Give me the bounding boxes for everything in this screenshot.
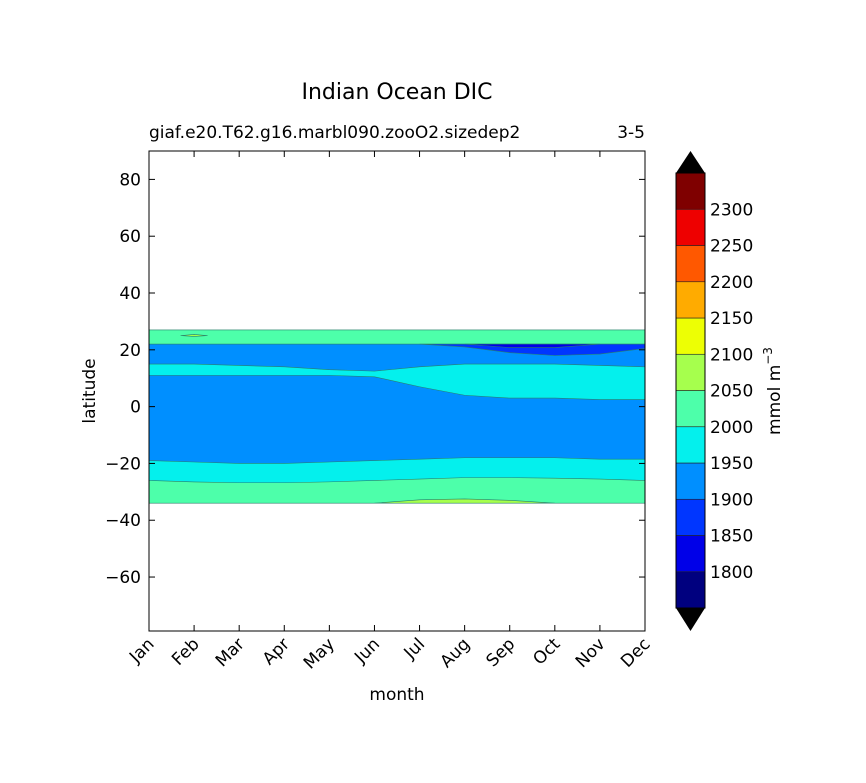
- colorbar-tick-label: 1850: [710, 527, 753, 547]
- colorbar-segment: [675, 172, 706, 210]
- y-tick-label: −60: [105, 568, 141, 588]
- colorbar-frame: [675, 172, 706, 609]
- x-tick-label: Sep: [482, 634, 519, 671]
- contour-region-north-1800-1850: [464, 343, 600, 348]
- x-tick-label: Nov: [572, 634, 610, 672]
- contour-region-main-1900-1950: [148, 343, 646, 464]
- colorbar-tick-label: 2250: [710, 237, 753, 257]
- x-tick-label: Feb: [168, 634, 203, 669]
- chart-title: Indian Ocean DIC: [301, 80, 492, 105]
- y-tick-label: 20: [119, 341, 141, 361]
- chart-subtitle-right: 3-5: [617, 123, 645, 143]
- x-tick-label: Dec: [617, 634, 654, 671]
- plot-area: [148, 329, 646, 504]
- y-tick-label: −20: [105, 454, 141, 474]
- colorbar-tick-label: 1800: [710, 563, 753, 583]
- x-tick-label: Jul: [400, 634, 429, 663]
- x-tick-label: Mar: [212, 634, 249, 671]
- x-tick-label: Aug: [437, 634, 475, 672]
- colorbar-tick-label: 1900: [710, 490, 753, 510]
- y-tick-label: 80: [119, 170, 141, 190]
- colorbar-segment: [675, 353, 706, 391]
- y-axis-label: latitude: [80, 358, 100, 423]
- contour-region-south-2050-2100: [374, 498, 555, 504]
- colorbar-segment: [675, 208, 706, 246]
- contour-region-feb-2050-2100: [180, 334, 208, 337]
- colorbar-extend-max: [676, 151, 705, 173]
- colorbar: 1800 1850 1900 1950 2000 2050 2100 2150 2200 2250…: [675, 151, 753, 631]
- x-axis-label: month: [369, 685, 424, 705]
- colorbar-tick-label: 2150: [710, 309, 753, 329]
- colorbar-extend-min: [676, 608, 705, 631]
- colorbar-segment: [675, 281, 706, 319]
- y-tick-label: −40: [105, 511, 141, 531]
- colorbar-label-exponent: −3: [761, 347, 775, 365]
- colorbar-label: mmol m−3: [761, 347, 785, 435]
- colorbar-segment: [675, 390, 706, 428]
- y-tick-label: 60: [119, 227, 141, 247]
- colorbar-tick-label: 2100: [710, 345, 753, 365]
- colorbar-segment: [675, 245, 706, 283]
- y-tick-label: 0: [130, 398, 141, 418]
- colorbar-tick-label: 2050: [710, 382, 753, 402]
- colorbar-segment: [675, 498, 706, 536]
- x-tick-label: Oct: [529, 634, 564, 669]
- chart-subtitle-left: giaf.e20.T62.g16.marbl090.zooO2.sizedep2: [149, 123, 520, 143]
- x-tick-label: Jan: [125, 634, 158, 667]
- colorbar-segment: [675, 571, 706, 609]
- colorbar-segment: [675, 317, 706, 355]
- x-tick-label: Apr: [259, 634, 294, 669]
- plot-frame: [148, 150, 646, 632]
- colorbar-segment: [675, 426, 706, 464]
- colorbar-tick-label: 2200: [710, 273, 753, 293]
- x-tick-label: May: [300, 634, 339, 673]
- colorbar-segment: [675, 535, 706, 573]
- colorbar-segment: [675, 462, 706, 500]
- colorbar-tick-label: 2000: [710, 418, 753, 438]
- y-tick-label: 40: [119, 284, 141, 304]
- colorbar-label-text: mmol m: [765, 365, 785, 435]
- colorbar-tick-label: 2300: [710, 200, 753, 220]
- colorbar-tick-label: 1950: [710, 454, 753, 474]
- x-tick-label: Jun: [350, 634, 384, 668]
